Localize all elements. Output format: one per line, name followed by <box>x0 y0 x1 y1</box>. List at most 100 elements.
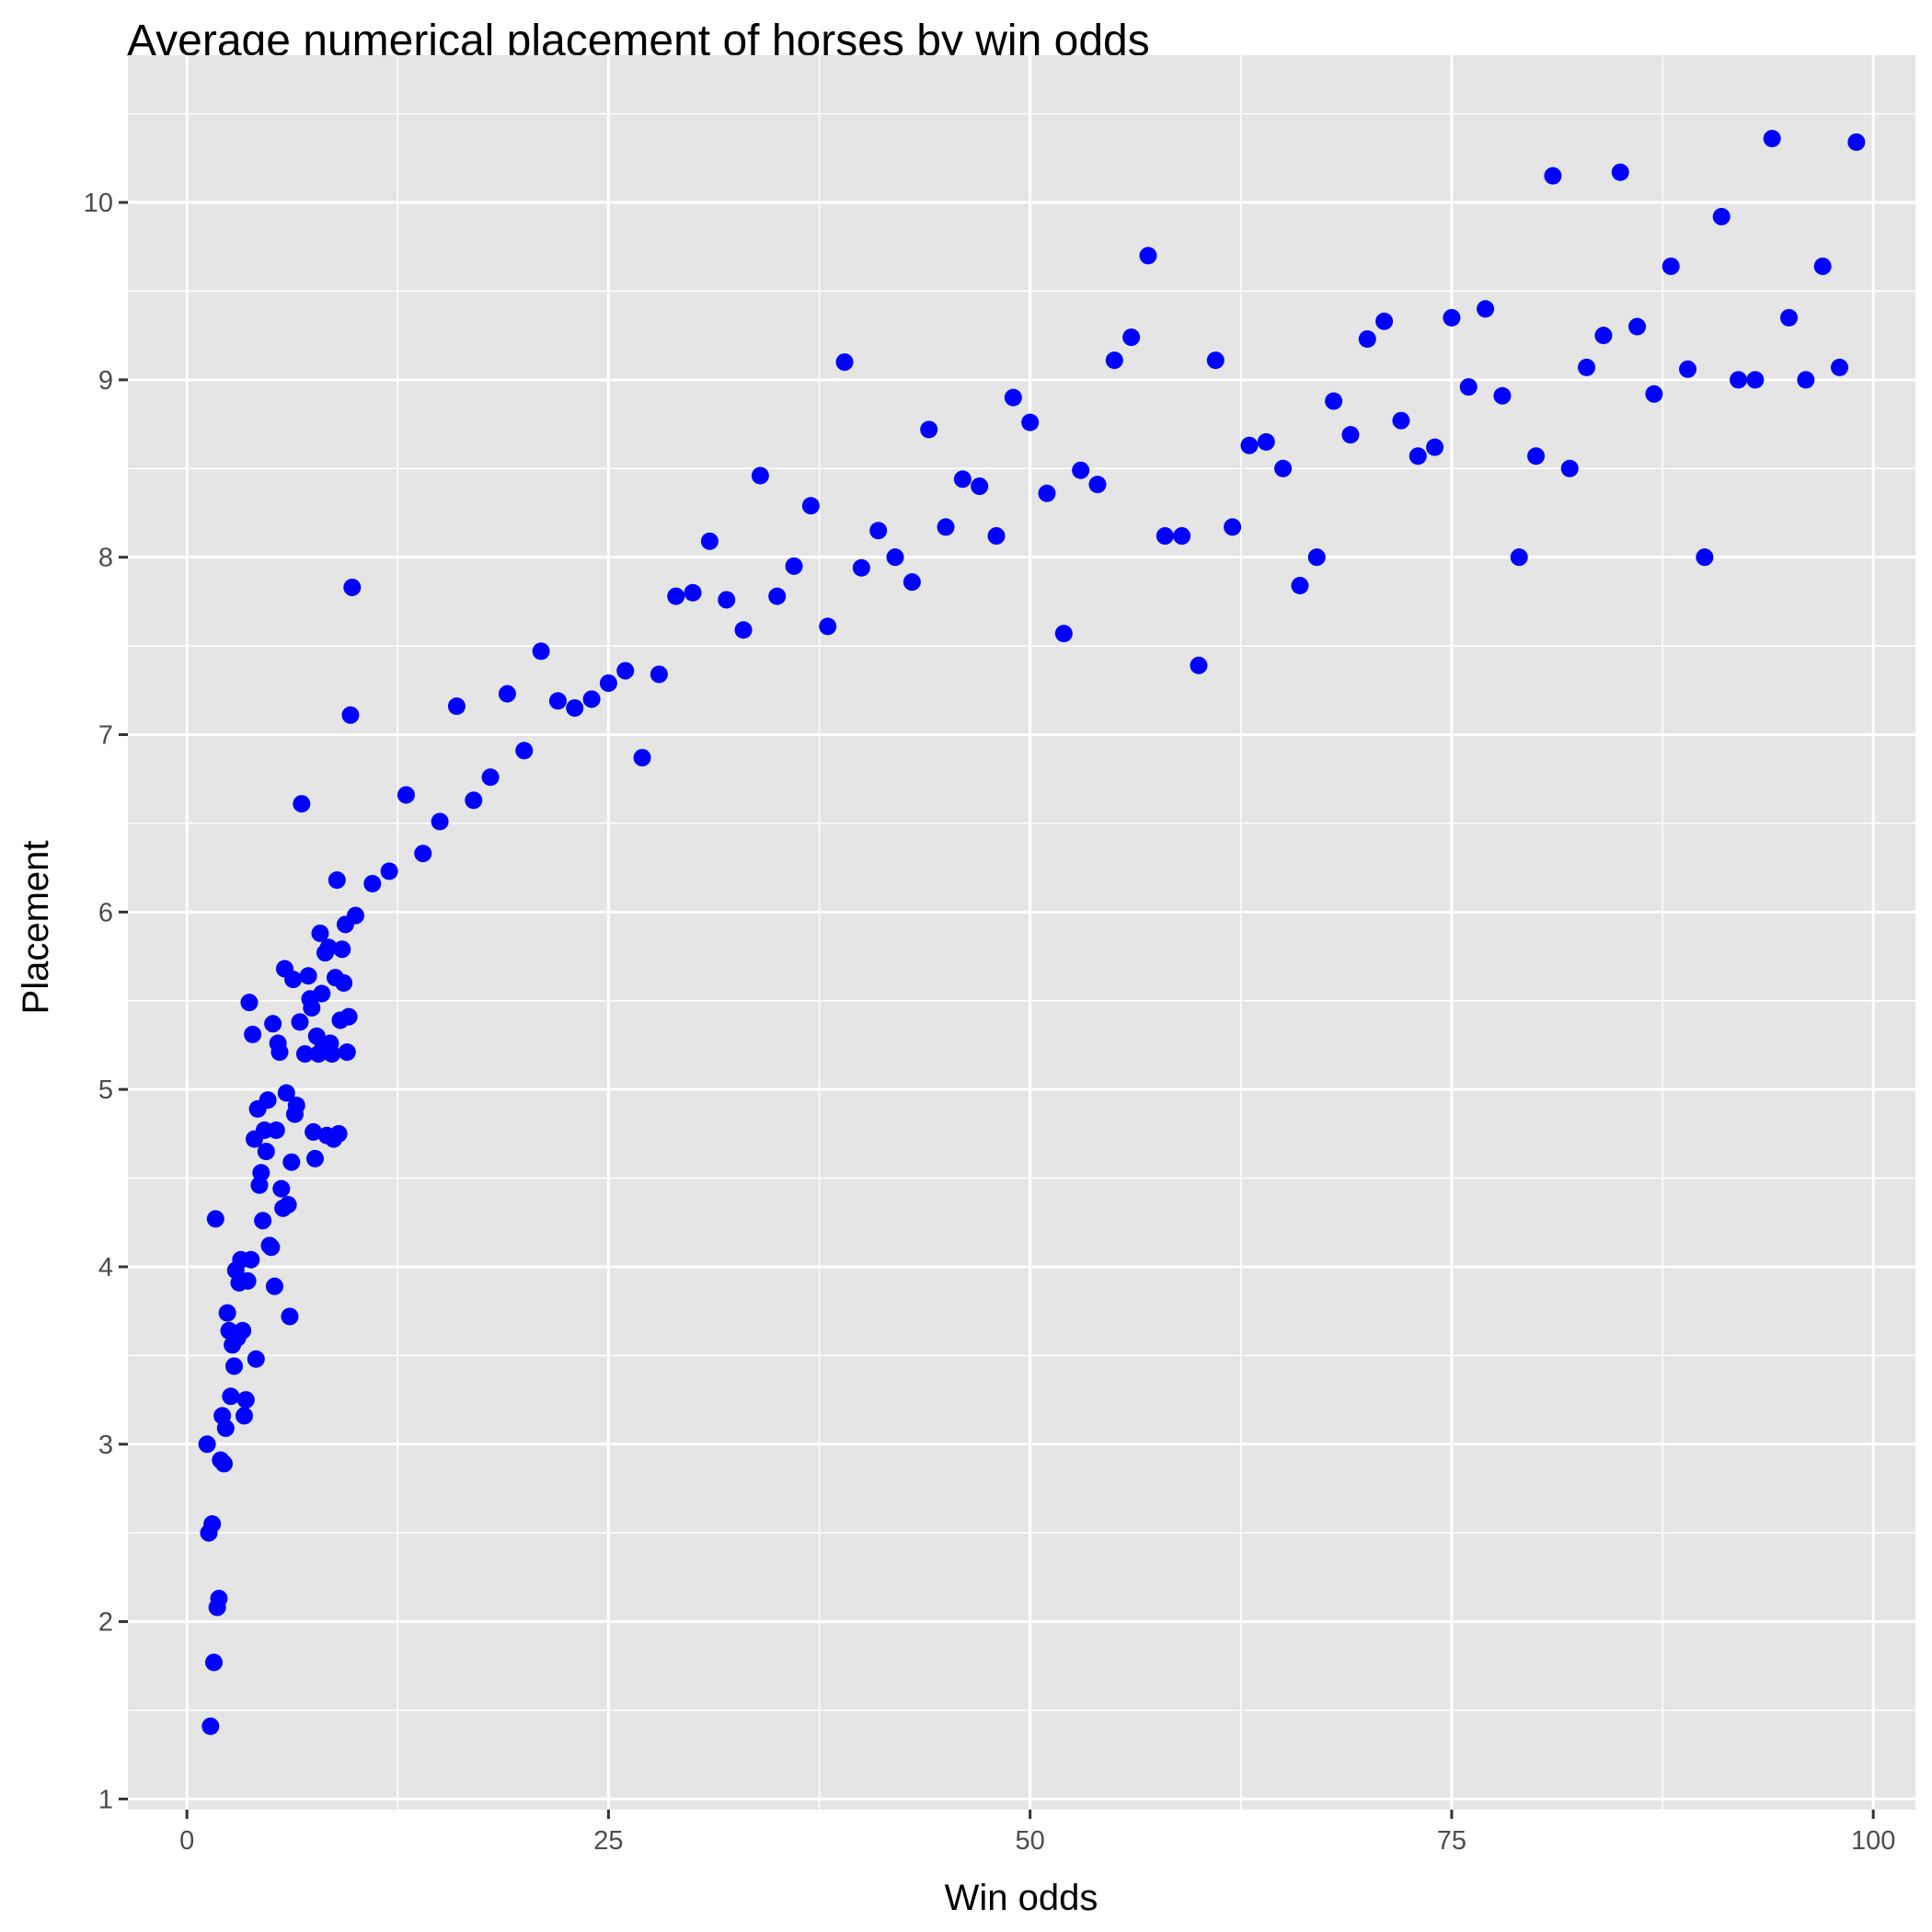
data-point <box>1224 518 1242 536</box>
data-point <box>313 984 331 1003</box>
data-point <box>1156 527 1174 546</box>
y-tick-label: 9 <box>98 366 113 396</box>
data-point <box>201 1717 220 1735</box>
data-point <box>1780 308 1799 327</box>
data-point <box>548 692 567 710</box>
data-point <box>1375 312 1394 330</box>
data-point <box>734 621 753 639</box>
data-point <box>616 661 635 680</box>
data-point <box>1831 358 1849 376</box>
data-point <box>801 497 820 515</box>
data-point <box>1257 432 1275 451</box>
data-point <box>1190 656 1208 674</box>
data-point <box>346 906 364 925</box>
data-point <box>582 690 601 708</box>
data-point <box>1477 300 1495 318</box>
data-point <box>264 1015 282 1033</box>
data-point <box>303 998 321 1017</box>
data-point <box>971 477 989 496</box>
data-point <box>319 938 338 957</box>
data-point <box>206 1210 224 1228</box>
data-point <box>1443 308 1461 327</box>
data-point <box>1510 548 1528 567</box>
data-point <box>1662 257 1680 275</box>
data-point <box>287 1097 305 1115</box>
data-point <box>1088 476 1107 494</box>
data-point <box>311 924 329 942</box>
x-tick-label: 100 <box>1851 1826 1895 1856</box>
data-point <box>204 1653 223 1672</box>
x-tick-label: 50 <box>1016 1826 1045 1856</box>
data-point <box>1578 358 1596 376</box>
data-point <box>1004 388 1022 407</box>
data-point <box>282 1153 301 1171</box>
data-point <box>1560 459 1579 477</box>
data-point <box>397 786 415 804</box>
data-point <box>599 674 617 693</box>
data-point <box>987 527 1006 546</box>
y-tick-label: 2 <box>98 1608 113 1638</box>
data-point <box>335 973 353 992</box>
data-point <box>277 1084 295 1102</box>
data-point <box>339 1007 358 1026</box>
data-point <box>1730 371 1748 389</box>
data-point <box>835 353 854 372</box>
data-points <box>198 130 1866 1735</box>
data-point <box>751 466 769 485</box>
data-point <box>305 1122 323 1141</box>
y-tick-label: 7 <box>98 721 113 751</box>
data-point <box>1813 257 1832 275</box>
data-point <box>869 522 888 540</box>
data-point <box>515 742 534 760</box>
x-tick-label: 0 <box>179 1826 194 1856</box>
data-point <box>532 642 550 661</box>
data-point <box>465 791 483 810</box>
data-point <box>1021 413 1040 431</box>
data-point <box>210 1590 228 1608</box>
data-point <box>1493 386 1512 405</box>
data-point <box>323 1045 341 1064</box>
data-point <box>254 1212 272 1230</box>
data-point <box>259 1091 277 1110</box>
data-point <box>431 812 449 831</box>
x-tick-label: 25 <box>593 1826 623 1856</box>
data-point <box>1392 411 1410 430</box>
data-point <box>293 795 311 813</box>
data-point <box>267 1121 285 1139</box>
data-point <box>886 548 904 567</box>
data-point <box>329 1124 348 1143</box>
data-point <box>333 940 351 959</box>
data-point <box>633 749 651 767</box>
data-point <box>240 994 259 1012</box>
data-point <box>1847 132 1866 151</box>
data-point <box>447 697 466 716</box>
data-point <box>1409 447 1427 466</box>
data-point <box>279 1195 297 1213</box>
data-point <box>380 862 398 880</box>
data-point <box>235 1407 253 1425</box>
data-point <box>343 578 362 596</box>
data-point <box>218 1304 236 1322</box>
data-point <box>338 1043 356 1062</box>
data-point <box>481 768 500 787</box>
data-point <box>1173 527 1191 546</box>
data-point <box>1426 438 1444 456</box>
y-axis-title: Placement <box>16 841 56 1015</box>
data-point <box>819 617 837 636</box>
data-point <box>1544 167 1562 185</box>
data-point <box>1206 351 1225 370</box>
data-point <box>1358 330 1376 349</box>
data-point <box>903 573 921 592</box>
y-tick-label: 1 <box>98 1785 113 1814</box>
data-point <box>1307 548 1326 567</box>
data-point <box>1797 371 1815 389</box>
y-tick-label: 5 <box>98 1075 113 1105</box>
data-point <box>1038 484 1056 502</box>
data-point <box>236 1391 255 1409</box>
data-point <box>328 871 346 890</box>
data-point <box>667 587 685 605</box>
plot-panel <box>128 55 1915 1810</box>
data-point <box>1628 317 1647 336</box>
data-point <box>252 1164 270 1182</box>
x-axis-title: Win odds <box>945 1878 1098 1918</box>
